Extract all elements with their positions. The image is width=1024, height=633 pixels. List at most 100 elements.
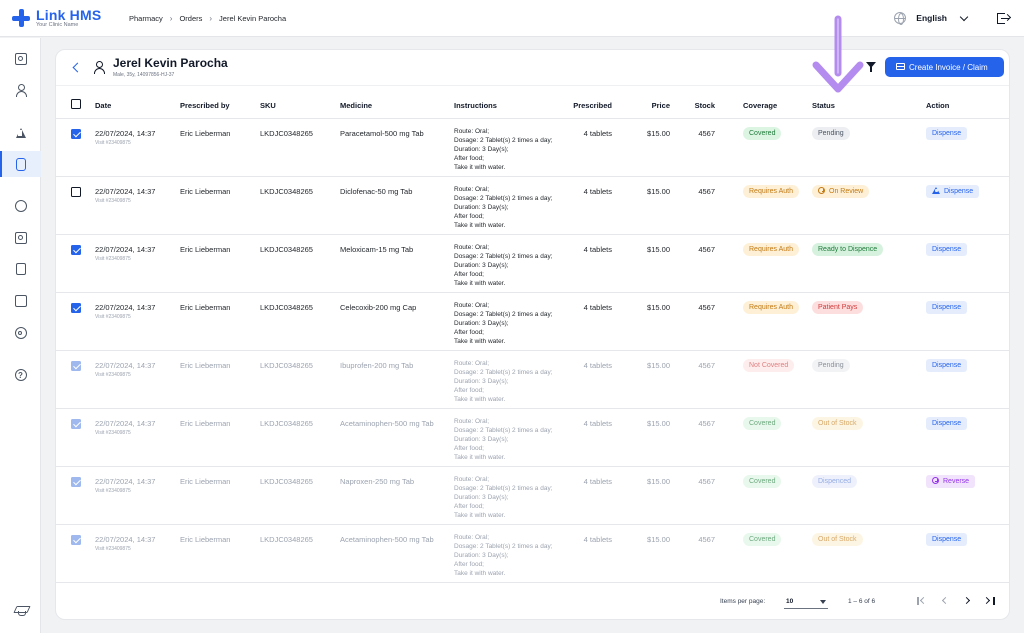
status-label: Out of Stock: [818, 419, 857, 427]
instruction-line: Dosage: 2 Tablet(s) 2 times a day;: [454, 426, 553, 434]
table-row[interactable]: 22/07/2024, 14:37 Visit #23409875 Eric Lie…: [56, 350, 1009, 409]
prescribed-quantity: 4 tablets: [560, 350, 612, 409]
table-row[interactable]: 22/07/2024, 14:37 Visit #23409875 Eric Lie…: [56, 466, 1009, 525]
column-prescribed[interactable]: Prescribed: [560, 93, 612, 119]
column-medicine[interactable]: Medicine: [340, 93, 454, 119]
status-label: Patient Pays: [818, 303, 858, 311]
sidebar-item-staff[interactable]: [0, 193, 41, 219]
sku-code: LKDJC0348265: [260, 466, 340, 525]
order-date: 22/07/2024, 14:37: [95, 186, 156, 196]
price-value: $15.00: [612, 118, 670, 177]
order-date: 22/07/2024, 14:37: [95, 534, 156, 544]
table-row[interactable]: 22/07/2024, 14:37 Visit #23409875 Eric Lie…: [56, 292, 1009, 351]
select-all-checkbox[interactable]: [71, 99, 81, 110]
table-row[interactable]: 22/07/2024, 14:37 Visit #23409875 Eric Lie…: [56, 176, 1009, 235]
lab-flask-icon: [15, 126, 27, 138]
app-name: Link HMS: [36, 6, 102, 23]
coverage-badge: Requires Auth: [743, 242, 799, 256]
row-checkbox[interactable]: [71, 418, 81, 429]
column-sku[interactable]: SKU: [260, 93, 340, 119]
row-checkbox[interactable]: [71, 244, 81, 255]
coverage-badge: Requires Auth: [743, 300, 799, 314]
annotation-arrow-icon: [812, 15, 864, 93]
column-coverage[interactable]: Coverage: [715, 93, 793, 119]
table-row[interactable]: 22/07/2024, 14:37 Visit #23409875 Eric Lie…: [56, 118, 1009, 177]
chevron-down-icon[interactable]: [959, 12, 969, 21]
patient-header: Jerel Kevin Parocha Male, 35y, 14097856-…: [56, 50, 1009, 86]
calendar-icon: [14, 295, 27, 307]
column-prescribed-by[interactable]: Prescribed by: [180, 93, 260, 119]
stock-value: 4567: [670, 176, 715, 235]
language-selector[interactable]: English: [916, 13, 947, 23]
action-label: Reverse: [943, 477, 970, 485]
column-action[interactable]: Action: [901, 93, 1009, 119]
breadcrumb: Pharmacy › Orders › Jerel Kevin Parocha: [129, 14, 286, 23]
instruction-line: After food;: [454, 387, 484, 395]
instruction-line: Duration: 3 Day(s);: [454, 377, 509, 385]
next-page-icon[interactable]: [962, 595, 974, 607]
patient-details: Male, 35y, 14097856-HJ-37: [113, 71, 175, 78]
sidebar-item-dashboard[interactable]: [0, 46, 41, 72]
status-badge: Dispenced: [812, 474, 858, 488]
first-page-icon[interactable]: [916, 595, 928, 607]
status-label: On Review: [829, 187, 864, 195]
coverage-badge: Not Covered: [743, 358, 795, 372]
breadcrumb-pharmacy[interactable]: Pharmacy: [129, 13, 163, 23]
sidebar-item-patients[interactable]: [0, 77, 41, 103]
dispense-button[interactable]: Dispense: [926, 300, 968, 314]
last-page-icon[interactable]: [982, 595, 996, 607]
price-value: $15.00: [612, 350, 670, 409]
instruction-line: Dosage: 2 Tablet(s) 2 times a day;: [454, 194, 553, 202]
sidebar-item-settings[interactable]: [0, 320, 41, 346]
dispense-button[interactable]: Dispense: [926, 242, 968, 256]
instruction-line: Route: Oral;: [454, 301, 490, 309]
order-date: 22/07/2024, 14:37: [95, 302, 156, 312]
instructions-cell: Route: Oral; Dosage: 2 Tablet(s) 2 times …: [454, 408, 560, 467]
dispense-button[interactable]: Dispense: [926, 416, 968, 430]
reverse-button[interactable]: Reverse: [926, 474, 976, 488]
dispense-button[interactable]: Dispense: [926, 126, 968, 140]
breadcrumb-orders[interactable]: Orders: [179, 13, 203, 23]
chevron-right-icon: ›: [209, 13, 213, 23]
row-checkbox[interactable]: [71, 534, 81, 545]
row-checkbox[interactable]: [71, 302, 81, 313]
back-chevron-icon[interactable]: [72, 62, 83, 73]
column-date[interactable]: Date: [95, 93, 180, 119]
row-checkbox[interactable]: [71, 186, 81, 197]
items-per-page-select[interactable]: 10: [784, 594, 828, 609]
table-row[interactable]: 22/07/2024, 14:37 Visit #23409875 Eric Lie…: [56, 524, 1009, 583]
instruction-line: Route: Oral;: [454, 359, 490, 367]
row-checkbox[interactable]: [71, 128, 81, 139]
dispense-button[interactable]: Dispense: [926, 532, 968, 546]
sidebar-item-help[interactable]: ?: [0, 362, 41, 388]
logout-icon[interactable]: [997, 12, 1012, 25]
stock-value: 4567: [670, 292, 715, 351]
filter-icon[interactable]: [866, 62, 876, 72]
column-price[interactable]: Price: [612, 93, 670, 119]
column-status[interactable]: Status: [793, 93, 901, 119]
sidebar-item-learning[interactable]: [0, 597, 41, 623]
sidebar-item-calendar[interactable]: [0, 288, 41, 314]
app-logo[interactable]: Link HMS Your Clinic Name: [12, 8, 117, 29]
instruction-line: After food;: [454, 561, 484, 569]
column-stock[interactable]: Stock: [670, 93, 715, 119]
sidebar-item-pharmacy[interactable]: [0, 151, 41, 177]
row-checkbox[interactable]: [71, 476, 81, 487]
table-row[interactable]: 22/07/2024, 14:37 Visit #23409875 Eric Lie…: [56, 408, 1009, 467]
coverage-badge: Covered: [743, 416, 782, 430]
row-checkbox[interactable]: [71, 360, 81, 371]
instruction-line: After food;: [454, 155, 484, 163]
dispense-button[interactable]: Dispense: [926, 184, 980, 198]
sidebar-item-laboratory[interactable]: [0, 119, 41, 145]
sidebar-item-documents[interactable]: [0, 256, 41, 282]
dispense-button[interactable]: Dispense: [926, 358, 968, 372]
sidebar-item-monitor[interactable]: [0, 225, 41, 251]
previous-page-icon[interactable]: [940, 595, 952, 607]
table-row[interactable]: 22/07/2024, 14:37 Visit #23409875 Eric Lie…: [56, 234, 1009, 293]
column-instructions[interactable]: Instructions: [454, 93, 560, 119]
create-invoice-button[interactable]: Create Invoice / Claim: [885, 57, 1004, 77]
dashboard-icon: [14, 53, 27, 65]
instructions-cell: Route: Oral; Dosage: 2 Tablet(s) 2 times …: [454, 176, 560, 235]
instruction-line: After food;: [454, 503, 484, 511]
prescribed-quantity: 4 tablets: [560, 524, 612, 583]
